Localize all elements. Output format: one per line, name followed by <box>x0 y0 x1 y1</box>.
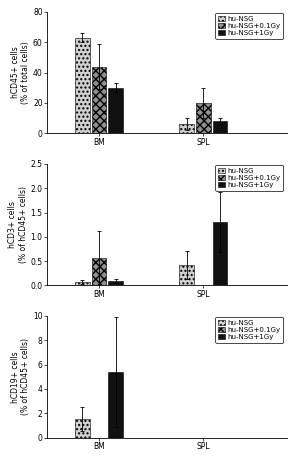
Y-axis label: hCD45+ cells
(% of total cells): hCD45+ cells (% of total cells) <box>11 41 30 104</box>
Bar <box>75 419 90 437</box>
Y-axis label: hCD3+ cells
(% of hCD45+ cells): hCD3+ cells (% of hCD45+ cells) <box>8 186 28 263</box>
Bar <box>213 222 227 285</box>
Bar <box>213 121 227 134</box>
Bar <box>108 281 123 285</box>
Legend: hu-NSG, hu-NSG+0.1Gy, hu-NSG+1Gy: hu-NSG, hu-NSG+0.1Gy, hu-NSG+1Gy <box>215 13 283 39</box>
Y-axis label: hCD19+ cells
(% of hCD45+ cells): hCD19+ cells (% of hCD45+ cells) <box>11 338 30 415</box>
Bar <box>75 282 90 285</box>
Bar <box>75 38 90 134</box>
Bar <box>108 372 123 437</box>
Legend: hu-NSG, hu-NSG+0.1Gy, hu-NSG+1Gy: hu-NSG, hu-NSG+0.1Gy, hu-NSG+1Gy <box>215 165 283 191</box>
Bar <box>179 124 194 134</box>
Bar <box>179 265 194 285</box>
Bar <box>108 88 123 134</box>
Bar <box>196 103 211 134</box>
Legend: hu-NSG, hu-NSG+0.1Gy, hu-NSG+1Gy: hu-NSG, hu-NSG+0.1Gy, hu-NSG+1Gy <box>215 317 283 343</box>
Bar <box>92 67 106 134</box>
Bar <box>92 258 106 285</box>
